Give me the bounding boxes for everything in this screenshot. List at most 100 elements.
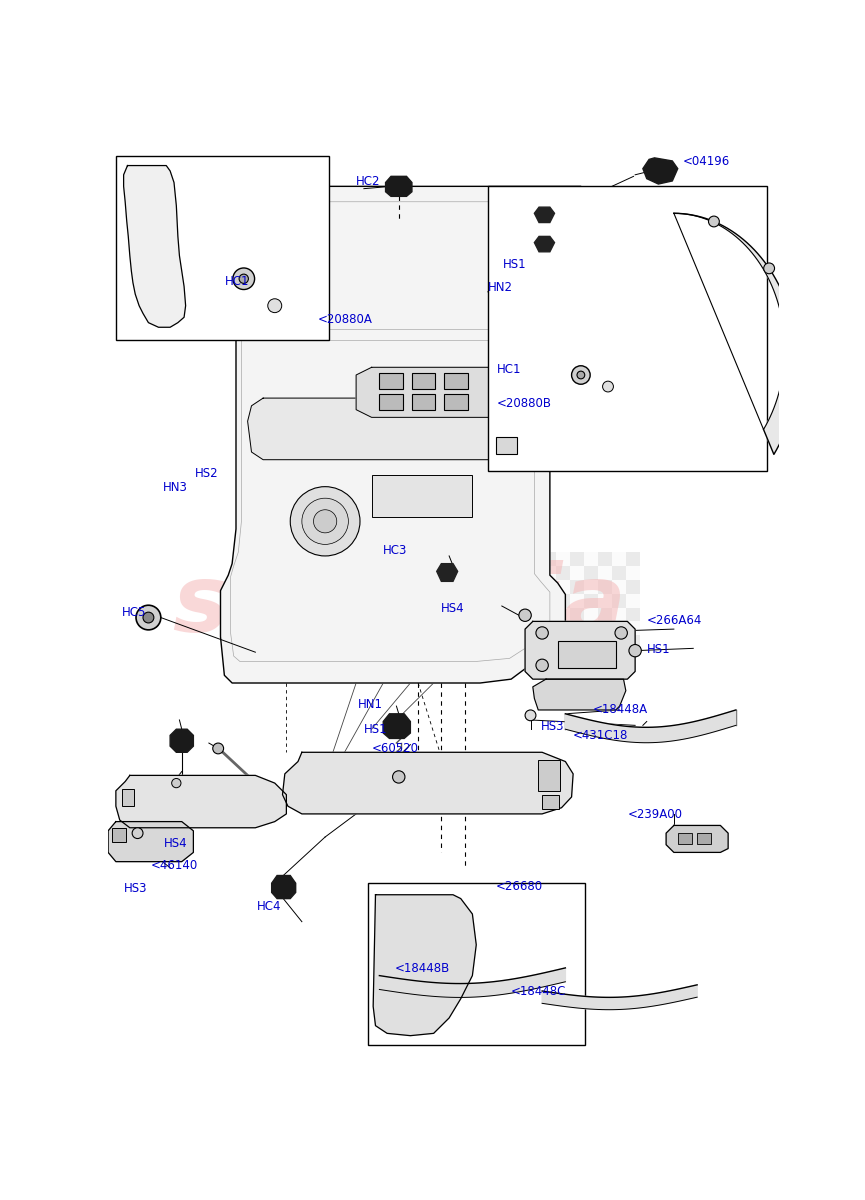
Text: HS1: HS1 <box>647 643 670 656</box>
Circle shape <box>764 263 774 274</box>
Bar <box>584 607 598 622</box>
Bar <box>678 833 692 844</box>
Text: <60520: <60520 <box>372 742 419 755</box>
Text: HS3: HS3 <box>124 882 147 895</box>
Bar <box>368 883 585 1045</box>
Bar <box>445 395 468 409</box>
Bar <box>556 580 570 594</box>
Circle shape <box>603 382 613 392</box>
Text: HS2: HS2 <box>195 468 219 480</box>
Text: <431C18: <431C18 <box>573 730 629 742</box>
Bar <box>488 186 767 472</box>
Bar <box>542 635 556 649</box>
Bar <box>625 580 640 594</box>
Bar <box>598 635 612 649</box>
Text: HC2: HC2 <box>356 175 381 187</box>
Text: HC4: HC4 <box>257 900 281 913</box>
Polygon shape <box>533 679 625 710</box>
Polygon shape <box>283 752 573 814</box>
Circle shape <box>519 610 531 622</box>
Bar <box>538 760 560 791</box>
Bar <box>380 373 402 389</box>
Polygon shape <box>666 826 728 852</box>
Bar <box>496 437 517 454</box>
Circle shape <box>239 274 248 283</box>
Bar <box>612 580 625 594</box>
Text: HS4: HS4 <box>164 838 188 850</box>
Bar <box>612 622 625 635</box>
Bar <box>556 607 570 622</box>
Bar <box>612 594 625 607</box>
Circle shape <box>615 626 627 640</box>
Text: <46140: <46140 <box>151 858 198 871</box>
Text: HC3: HC3 <box>383 545 407 557</box>
Bar <box>598 552 612 566</box>
Bar <box>412 373 435 389</box>
Polygon shape <box>535 208 554 222</box>
Polygon shape <box>170 730 194 752</box>
Text: <20880A: <20880A <box>317 313 372 326</box>
Polygon shape <box>373 895 477 1036</box>
Bar <box>558 641 616 667</box>
Polygon shape <box>525 622 635 679</box>
Bar <box>122 790 134 806</box>
Circle shape <box>171 779 181 787</box>
Bar <box>445 373 468 389</box>
Polygon shape <box>674 214 798 455</box>
Bar <box>570 635 584 649</box>
Bar <box>598 622 612 635</box>
Circle shape <box>577 371 585 379</box>
Polygon shape <box>386 176 412 197</box>
Bar <box>542 607 556 622</box>
Bar <box>584 622 598 635</box>
Circle shape <box>143 612 154 623</box>
Bar <box>625 635 640 649</box>
Bar <box>612 566 625 580</box>
Text: HC5: HC5 <box>122 606 146 619</box>
Bar <box>556 594 570 607</box>
Text: HS4: HS4 <box>441 602 465 616</box>
Text: <18448B: <18448B <box>395 961 450 974</box>
Bar <box>570 622 584 635</box>
Bar <box>625 594 640 607</box>
Bar <box>612 552 625 566</box>
Text: HS1: HS1 <box>503 258 527 271</box>
Circle shape <box>313 510 336 533</box>
Text: <04196: <04196 <box>683 155 730 168</box>
Text: HN2: HN2 <box>488 281 513 294</box>
Text: c a r   p a r t s: c a r p a r t s <box>262 634 535 671</box>
Circle shape <box>525 710 536 721</box>
Bar <box>412 395 435 409</box>
Circle shape <box>790 329 800 340</box>
Bar <box>625 622 640 635</box>
Bar <box>542 566 556 580</box>
Bar <box>598 607 612 622</box>
Circle shape <box>393 770 405 784</box>
Bar <box>625 607 640 622</box>
Bar <box>372 475 472 517</box>
Bar <box>598 566 612 580</box>
Polygon shape <box>272 876 296 899</box>
Bar <box>570 594 584 607</box>
Text: scuderia: scuderia <box>172 560 625 652</box>
Text: <266A64: <266A64 <box>647 613 702 626</box>
Text: HS3: HS3 <box>541 720 564 733</box>
Bar <box>570 552 584 566</box>
Text: <18448C: <18448C <box>511 985 567 998</box>
Bar <box>542 622 556 635</box>
Polygon shape <box>247 398 527 460</box>
Circle shape <box>572 366 590 384</box>
Bar <box>556 635 570 649</box>
Bar <box>598 594 612 607</box>
Text: <26680: <26680 <box>496 880 542 893</box>
Bar <box>556 622 570 635</box>
Bar <box>612 635 625 649</box>
Polygon shape <box>643 158 678 184</box>
Text: <20880B: <20880B <box>497 396 552 409</box>
Circle shape <box>302 498 349 545</box>
Text: HC1: HC1 <box>224 275 249 288</box>
Text: HS1: HS1 <box>364 724 388 736</box>
Polygon shape <box>437 564 458 581</box>
Bar <box>697 833 711 844</box>
Bar <box>542 796 559 809</box>
